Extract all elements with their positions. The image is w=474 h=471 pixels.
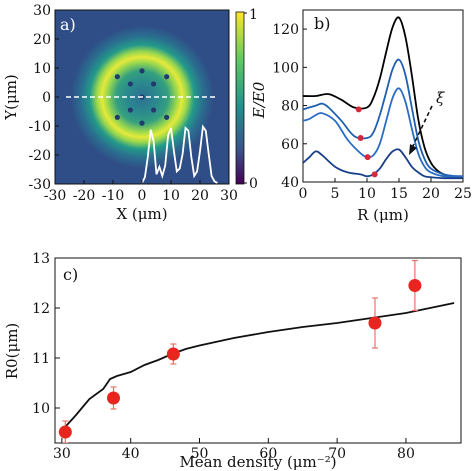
a-x-tick-label-2: -10 — [102, 188, 125, 204]
c-data-point-2 — [166, 347, 180, 361]
c-data-point-1 — [106, 391, 120, 405]
vortex-core-9 — [164, 114, 170, 120]
c-data-point-4 — [408, 279, 422, 292]
xi-arrow-head — [409, 144, 417, 155]
c-x-axis-label: Mean density (μm⁻²) — [179, 453, 336, 471]
vortex-group — [114, 68, 170, 126]
vortex-core-10 — [114, 114, 120, 120]
vortex-core-5 — [151, 107, 157, 113]
c-point-group — [58, 259, 422, 443]
vortex-core-7 — [164, 74, 170, 80]
b-plot-frame — [302, 9, 464, 183]
panel-b-label: b) — [314, 14, 330, 33]
colorbar-min-label: 0 — [249, 176, 258, 192]
c-y-ticks: 10 11 12 13 — [32, 251, 60, 417]
vortex-core-4 — [127, 81, 133, 87]
b-y-tick-label-3: 100 — [272, 60, 299, 76]
c-x-tick-label-0: 30 — [53, 446, 71, 462]
b-x-tick-label-0: 0 — [299, 186, 308, 202]
c-y-tick-label-2: 12 — [32, 301, 50, 317]
c-x-tick-label-5: 80 — [397, 446, 415, 462]
b-x-axis-label: R (μm) — [357, 206, 409, 224]
a-y-tick-label-5: -20 — [28, 148, 51, 164]
c-data-point-3 — [368, 316, 382, 330]
c-y-tick-label-1: 11 — [32, 351, 50, 367]
b-min-marker-2 — [364, 154, 371, 161]
a-y-tick-label-2: 10 — [33, 61, 51, 77]
c-data-point-0 — [58, 425, 72, 439]
vortex-core-2 — [139, 120, 145, 126]
b-x-tick-label-4: 20 — [422, 186, 440, 202]
a-x-tick-label-0: -30 — [44, 188, 67, 204]
a-x-tick-label-5: 20 — [191, 188, 209, 204]
b-y-ticks: 40 60 80 100 120 — [272, 22, 307, 191]
xi-arrow — [409, 105, 433, 155]
a-x-axis-label: X (μm) — [116, 205, 167, 223]
b-x-tick-label-5: 25 — [454, 186, 472, 202]
b-y-tick-label-0: 40 — [281, 175, 299, 191]
a-x-tick-label-1: -20 — [73, 188, 96, 204]
a-y-tick-label-1: 20 — [33, 32, 51, 48]
b-x-ticks: 0 5 10 15 20 25 — [299, 178, 472, 202]
b-y-tick-label-1: 60 — [281, 137, 299, 153]
b-y-tick-label-4: 120 — [272, 22, 299, 38]
b-marker-group — [355, 106, 378, 178]
c-x-ticks: 30 40 50 60 70 80 — [53, 438, 415, 462]
b-x-tick-label-1: 5 — [331, 186, 340, 202]
b-series-group — [303, 16, 463, 180]
b-x-tick-label-2: 10 — [358, 186, 376, 202]
b-series-line-2 — [303, 87, 463, 178]
b-x-tick-label-3: 15 — [390, 186, 408, 202]
xi-label: ξ — [436, 89, 445, 107]
a-y-tick-label-6: -30 — [28, 177, 51, 193]
c-x-tick-label-4: 70 — [328, 446, 346, 462]
b-min-marker-0 — [355, 106, 362, 113]
a-y-tick-label-3: 0 — [42, 90, 51, 106]
a-y-axis-label: Y(μm) — [2, 74, 20, 121]
xi-arrow-shaft — [411, 105, 433, 149]
a-x-ticks: -30 -20 -10 0 10 20 30 — [44, 180, 238, 204]
vortex-core-3 — [151, 81, 157, 87]
colorbar-max-label: 1 — [249, 7, 258, 23]
colorbar — [235, 11, 245, 185]
a-y-tick-label-0: 30 — [33, 3, 51, 19]
a-x-tick-label-6: 30 — [220, 188, 238, 204]
vortex-core-8 — [114, 74, 120, 80]
c-y-tick-label-3: 13 — [32, 251, 50, 267]
b-y-axis-label: E/E0 — [250, 81, 268, 119]
panel-c: c) 30 40 50 60 70 80 10 11 12 13 Mean density (μ… — [3, 251, 462, 471]
b-y-tick-label-2: 80 — [281, 99, 299, 115]
vortex-core-6 — [127, 107, 133, 113]
c-x-tick-label-3: 60 — [259, 446, 277, 462]
a-x-tick-label-4: 10 — [162, 188, 180, 204]
c-y-axis-label: R0(μm) — [3, 323, 21, 380]
a-y-tick-label-4: -10 — [28, 119, 51, 135]
vortex-core-1 — [139, 68, 145, 74]
panel-a-label: a) — [60, 15, 76, 34]
panel-c-label: c) — [63, 265, 78, 284]
c-plot-frame — [54, 257, 462, 444]
a-y-ticks: 30 20 10 0 -10 -20 -30 — [28, 3, 59, 193]
c-x-tick-label-1: 40 — [122, 446, 140, 462]
a-x-tick-label-3: 0 — [138, 188, 147, 204]
c-y-tick-label-0: 10 — [32, 401, 50, 417]
density-profile-line — [141, 124, 218, 184]
b-min-marker-1 — [357, 135, 364, 142]
c-x-tick-label-2: 50 — [191, 446, 209, 462]
b-series-line-3 — [303, 148, 463, 180]
b-min-marker-3 — [371, 171, 378, 178]
b-series-line-1 — [303, 58, 463, 178]
